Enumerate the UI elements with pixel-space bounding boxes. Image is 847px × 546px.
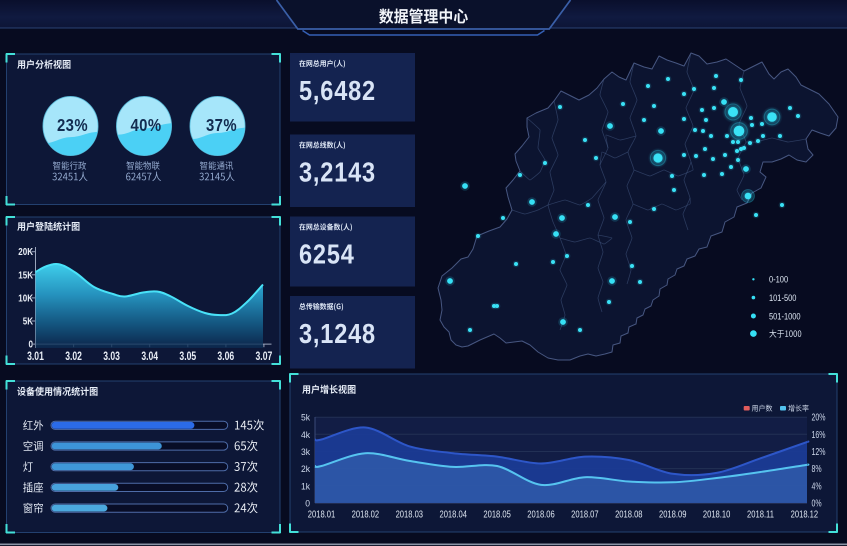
svg-text:2018.02: 2018.02 xyxy=(352,508,379,519)
svg-text:20K: 20K xyxy=(18,246,33,257)
svg-text:5,6482: 5,6482 xyxy=(299,76,376,106)
svg-text:3.06: 3.06 xyxy=(217,350,234,364)
svg-text:16%: 16% xyxy=(812,429,826,441)
svg-text:2018.01: 2018.01 xyxy=(308,508,335,519)
svg-text:6254: 6254 xyxy=(299,239,355,269)
svg-text:40%: 40% xyxy=(130,116,161,135)
svg-text:1k: 1k xyxy=(301,481,310,492)
svg-text:3,1248: 3,1248 xyxy=(299,319,376,349)
svg-text:0: 0 xyxy=(29,339,33,350)
svg-text:15K: 15K xyxy=(18,270,33,281)
svg-text:23%: 23% xyxy=(57,116,88,135)
svg-text:8%: 8% xyxy=(812,463,822,475)
svg-text:5K: 5K xyxy=(23,316,34,327)
svg-text:10K: 10K xyxy=(18,293,33,304)
svg-text:3,2143: 3,2143 xyxy=(299,157,376,187)
svg-text:2018.08: 2018.08 xyxy=(615,508,642,519)
svg-text:2018.12: 2018.12 xyxy=(791,508,818,519)
svg-text:0%: 0% xyxy=(812,497,822,509)
svg-text:3.07: 3.07 xyxy=(256,350,273,364)
svg-text:2k: 2k xyxy=(301,464,310,475)
svg-text:4k: 4k xyxy=(301,429,310,440)
svg-text:3.01: 3.01 xyxy=(27,350,44,364)
svg-text:20%: 20% xyxy=(812,411,826,423)
svg-text:101-500: 101-500 xyxy=(769,293,797,303)
svg-text:2018.06: 2018.06 xyxy=(527,508,554,519)
svg-text:3.04: 3.04 xyxy=(141,350,158,364)
svg-text:5k: 5k xyxy=(301,412,310,423)
svg-text:2018.10: 2018.10 xyxy=(703,508,730,519)
svg-text:0-100: 0-100 xyxy=(769,275,789,285)
svg-text:2018.04: 2018.04 xyxy=(439,508,466,519)
svg-text:2018.07: 2018.07 xyxy=(571,508,598,519)
svg-text:3k: 3k xyxy=(301,447,310,458)
svg-text:37%: 37% xyxy=(206,116,237,135)
svg-text:2018.11: 2018.11 xyxy=(747,508,774,519)
svg-text:2018.03: 2018.03 xyxy=(396,508,423,519)
svg-text:3.02: 3.02 xyxy=(65,350,82,364)
svg-text:2018.09: 2018.09 xyxy=(659,508,686,519)
svg-text:3.05: 3.05 xyxy=(179,350,196,364)
svg-text:12%: 12% xyxy=(812,446,826,458)
svg-text:2018.05: 2018.05 xyxy=(483,508,510,519)
svg-text:3.03: 3.03 xyxy=(103,350,120,364)
svg-text:0: 0 xyxy=(305,498,310,509)
svg-text:4%: 4% xyxy=(812,480,822,492)
svg-text:501-1000: 501-1000 xyxy=(769,312,801,322)
